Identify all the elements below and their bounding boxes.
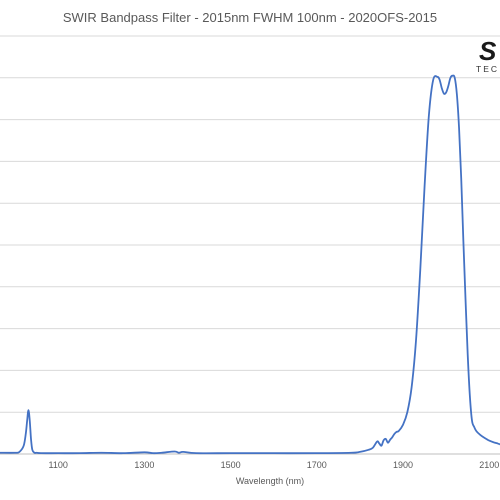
x-tick-label: 1100: [49, 460, 68, 470]
logo-subtext: TEC: [476, 64, 499, 74]
grid-lines: [0, 35, 500, 455]
chart-title: SWIR Bandpass Filter - 2015nm FWHM 100nm…: [63, 10, 437, 25]
x-tick-label: 2100: [479, 460, 499, 470]
x-tick-label: 1300: [134, 460, 154, 470]
company-logo: S TEC: [476, 36, 499, 74]
x-tick-label: 1500: [221, 460, 241, 470]
x-axis-label: Wavelength (nm): [236, 476, 304, 486]
x-axis-ticks: 1100 1300 1500 1700 1900 2100: [49, 460, 500, 470]
logo-mark: S: [479, 36, 497, 66]
x-tick-label: 1900: [393, 460, 413, 470]
series-line: [0, 74, 500, 455]
x-tick-label: 1700: [307, 460, 327, 470]
